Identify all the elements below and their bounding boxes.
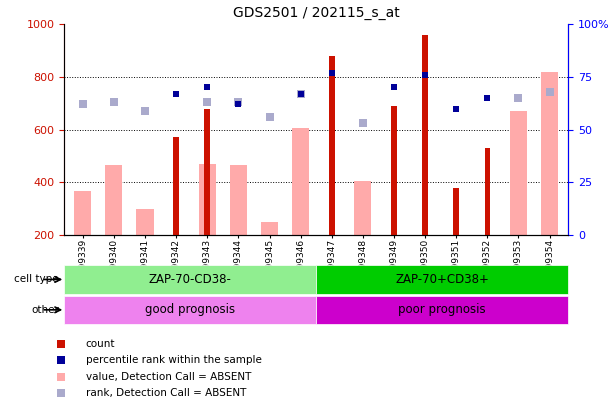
- Bar: [453, 188, 459, 235]
- Text: good prognosis: good prognosis: [145, 303, 235, 316]
- Bar: [230, 165, 247, 235]
- Bar: [391, 106, 397, 235]
- Text: value, Detection Call = ABSENT: value, Detection Call = ABSENT: [86, 371, 251, 382]
- Bar: [64, 265, 316, 294]
- Text: cell type: cell type: [15, 275, 59, 284]
- Bar: [485, 148, 490, 235]
- Text: count: count: [86, 339, 115, 349]
- Bar: [329, 56, 335, 235]
- Text: ZAP-70-CD38-: ZAP-70-CD38-: [148, 273, 232, 286]
- Bar: [136, 209, 153, 235]
- Bar: [292, 128, 309, 235]
- Bar: [105, 165, 122, 235]
- Bar: [316, 265, 568, 294]
- Text: ZAP-70+CD38+: ZAP-70+CD38+: [395, 273, 489, 286]
- Bar: [75, 192, 92, 235]
- Bar: [199, 164, 216, 235]
- Bar: [541, 72, 558, 235]
- Bar: [422, 35, 428, 235]
- Bar: [354, 181, 371, 235]
- Bar: [174, 138, 179, 235]
- Bar: [205, 109, 210, 235]
- Text: percentile rank within the sample: percentile rank within the sample: [86, 355, 262, 365]
- Bar: [261, 222, 278, 235]
- Bar: [316, 296, 568, 324]
- Text: poor prognosis: poor prognosis: [398, 303, 486, 316]
- Text: other: other: [31, 305, 59, 315]
- Bar: [64, 296, 316, 324]
- Bar: [510, 111, 527, 235]
- Text: rank, Detection Call = ABSENT: rank, Detection Call = ABSENT: [86, 388, 246, 398]
- Title: GDS2501 / 202115_s_at: GDS2501 / 202115_s_at: [233, 6, 400, 21]
